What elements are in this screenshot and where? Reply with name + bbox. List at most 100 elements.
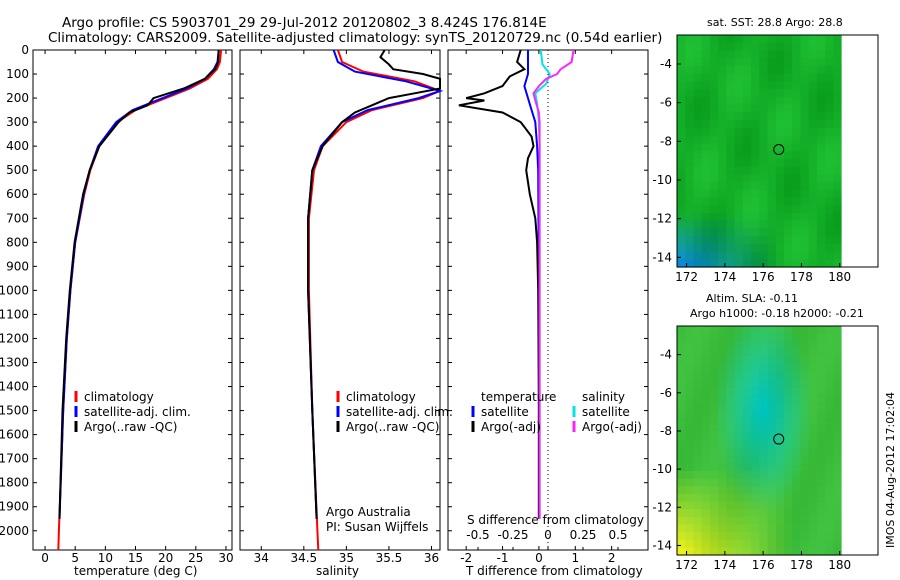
heatmap-cell xyxy=(726,220,736,229)
heatmap-cell xyxy=(742,228,752,237)
series-line-salinity-argo-adj- xyxy=(532,49,575,519)
heatmap-cell xyxy=(816,58,826,67)
heatmap-cell xyxy=(784,197,793,206)
heatmap-cell xyxy=(759,50,769,59)
heatmap-cell xyxy=(825,58,834,67)
legend-label-climatology: climatology xyxy=(84,390,154,404)
lon-tick-label: 180 xyxy=(828,558,851,572)
heatmap-cell xyxy=(742,532,752,541)
heatmap-cell xyxy=(767,524,777,533)
heatmap-cell xyxy=(734,417,744,426)
heatmap-cell xyxy=(775,58,785,67)
heatmap-cell xyxy=(759,220,769,229)
heatmap-cell xyxy=(833,516,843,525)
heatmap-cell xyxy=(734,455,744,464)
heatmap-cell xyxy=(693,547,703,556)
heatmap-cell xyxy=(718,448,727,457)
heatmap-cell xyxy=(751,348,760,358)
heatmap-cell xyxy=(726,478,736,487)
heatmap-cell xyxy=(709,151,719,160)
heatmap-cell xyxy=(816,478,826,487)
depth-tick-label: 900 xyxy=(6,259,29,273)
heatmap-cell xyxy=(751,356,760,365)
lon-tick-label: 180 xyxy=(828,270,851,284)
heatmap-cell xyxy=(792,58,801,67)
heatmap-cell xyxy=(734,333,744,342)
heatmap-cell xyxy=(833,356,843,365)
heatmap-cell xyxy=(726,189,736,198)
heatmap-cell xyxy=(833,532,843,541)
heatmap-cell xyxy=(726,65,736,75)
heatmap-cell xyxy=(825,35,834,44)
heatmap-cell xyxy=(718,236,727,245)
heatmap-cell xyxy=(726,174,736,183)
heatmap-cell xyxy=(792,425,801,434)
difference-axis-ticks: -2 -1 0 1 2 xyxy=(460,50,615,565)
heatmap-cell xyxy=(792,251,801,260)
heatmap-cell xyxy=(759,73,769,82)
heatmap-cell xyxy=(775,516,785,525)
heatmap-cell xyxy=(767,151,777,160)
heatmap-cell xyxy=(726,181,736,191)
heatmap-cell xyxy=(701,151,711,160)
heatmap-cell xyxy=(767,181,777,191)
heatmap-cell xyxy=(709,379,719,388)
heatmap-cell xyxy=(816,81,826,90)
heatmap-cell xyxy=(718,493,727,503)
heatmap-cell xyxy=(833,35,843,44)
lat-tick-label: -8 xyxy=(660,134,672,148)
heatmap-cell xyxy=(742,501,752,510)
heatmap-cell xyxy=(816,189,826,198)
heatmap-cell xyxy=(816,158,826,167)
heatmap-cell xyxy=(800,501,810,510)
legend-label-satellite: satellite-adj. clim. xyxy=(346,405,453,419)
heatmap-cell xyxy=(767,228,777,237)
heatmap-cell xyxy=(709,181,719,191)
heatmap-cell xyxy=(726,112,736,121)
heatmap-cell xyxy=(808,432,818,442)
heatmap-cell xyxy=(693,135,703,144)
heatmap-cell xyxy=(701,112,711,121)
heatmap-cell xyxy=(816,364,826,373)
heatmap-cell xyxy=(808,259,818,268)
heatmap-cell xyxy=(718,394,727,403)
heatmap-cell xyxy=(751,387,760,396)
heatmap-cell xyxy=(718,81,727,90)
depth-tick-label: 1400 xyxy=(0,380,29,394)
heatmap-cell xyxy=(742,181,752,191)
heatmap-cell xyxy=(784,42,793,51)
heatmap-cell xyxy=(816,448,826,457)
heatmap-cell xyxy=(685,104,694,113)
heatmap-cell xyxy=(709,197,719,206)
heatmap-cell xyxy=(825,410,834,419)
heatmap-cell xyxy=(726,356,736,365)
heatmap-cell xyxy=(784,243,793,253)
heatmap-cell xyxy=(792,236,801,245)
heatmap-cell xyxy=(726,471,736,480)
heatmap-cell xyxy=(792,516,801,525)
heatmap-cell xyxy=(726,42,736,51)
heatmap-cell xyxy=(759,486,769,495)
heatmap-cell xyxy=(693,181,703,191)
heatmap-cell xyxy=(701,143,711,152)
heatmap-cell xyxy=(825,455,834,464)
heatmap-cell xyxy=(808,509,818,518)
heatmap-cell xyxy=(677,35,686,44)
heatmap-cell xyxy=(718,425,727,434)
heatmap-cell xyxy=(767,120,777,129)
sla-map-title-line2: Argo h1000: -0.18 h2000: -0.21 xyxy=(690,307,864,320)
heatmap-cell xyxy=(808,524,818,533)
heatmap-cell xyxy=(685,455,694,464)
series-line-argo-raw-qc- xyxy=(307,49,441,519)
temperature-series xyxy=(57,49,223,551)
heatmap-cell xyxy=(677,81,686,90)
heatmap-cell xyxy=(734,539,744,548)
heatmap-cell xyxy=(792,326,801,335)
heatmap-cell xyxy=(767,379,777,388)
sla-map-panel: Altim. SLA: -0.11 Argo h1000: -0.18 h200… xyxy=(652,292,879,572)
heatmap-cell xyxy=(677,251,686,260)
heatmap-cell xyxy=(693,448,703,457)
heatmap-cell xyxy=(825,402,834,411)
heatmap-cell xyxy=(701,432,711,442)
heatmap-cell xyxy=(677,410,686,419)
